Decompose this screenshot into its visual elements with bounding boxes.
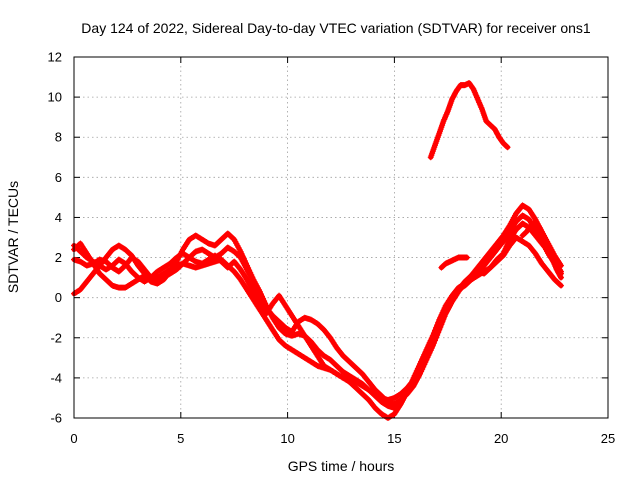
series [438, 254, 471, 271]
axes: 0 5 10 15 20 25 -6 -4 -2 0 2 4 6 8 10 12 [48, 50, 616, 447]
data-point [556, 281, 563, 288]
data-point [499, 251, 506, 258]
series [427, 80, 511, 161]
data-point [558, 274, 565, 281]
data-point [493, 130, 500, 137]
data-point [236, 275, 243, 282]
data-point [504, 144, 511, 151]
data-point [494, 131, 501, 138]
x-tick-label: 5 [177, 431, 184, 446]
y-tick-label: 12 [48, 50, 62, 65]
data-point [449, 96, 456, 103]
data-point [503, 143, 510, 150]
data-point [535, 223, 542, 230]
y-tick-label: 10 [48, 90, 62, 105]
series [71, 212, 565, 403]
x-tick-label: 0 [70, 431, 77, 446]
data-point [553, 266, 560, 273]
data-point [464, 254, 471, 261]
data-point [555, 270, 562, 277]
series-layer [71, 80, 565, 421]
y-tick-label: 6 [55, 170, 62, 185]
data-point [554, 267, 561, 274]
series [71, 202, 565, 407]
x-tick-label: 25 [601, 431, 615, 446]
x-tick-label: 10 [280, 431, 294, 446]
plot-frame [73, 56, 609, 419]
x-tick-label: 20 [494, 431, 508, 446]
x-tick-label: 15 [387, 431, 401, 446]
series-trail [71, 202, 564, 407]
data-point [450, 93, 457, 100]
data-point [558, 282, 565, 289]
y-axis-label: SDTVAR / TECUs [5, 181, 21, 293]
data-point [326, 333, 333, 340]
series [71, 234, 565, 421]
y-tick-label: 2 [55, 250, 62, 265]
y-tick-label: 4 [55, 210, 62, 225]
data-point [451, 90, 458, 97]
data-point [449, 94, 456, 101]
y-tick-label: -2 [50, 330, 62, 345]
series [519, 218, 565, 281]
data-point [531, 249, 538, 256]
data-point [236, 265, 243, 272]
data-point [491, 126, 498, 133]
data-point [493, 128, 500, 135]
data-point [499, 233, 506, 240]
y-tick-label: 0 [55, 290, 62, 305]
data-point [555, 269, 562, 276]
data-point [556, 271, 563, 278]
y-tick-label: 8 [55, 130, 62, 145]
y-tick-label: -4 [50, 370, 62, 385]
data-point [236, 253, 243, 260]
data-point [492, 127, 499, 134]
series-trail [71, 212, 564, 403]
chart-title: Day 124 of 2022, Sidereal Day-to-day VTE… [81, 20, 591, 36]
y-tick-label: -6 [50, 411, 62, 426]
x-axis-label: GPS time / hours [288, 458, 395, 474]
data-point [503, 142, 510, 149]
data-point [230, 235, 237, 242]
series-trail [428, 80, 511, 160]
data-point [469, 85, 476, 92]
data-point [451, 92, 458, 99]
data-point [557, 273, 564, 280]
grid [74, 57, 608, 418]
series [71, 220, 565, 411]
